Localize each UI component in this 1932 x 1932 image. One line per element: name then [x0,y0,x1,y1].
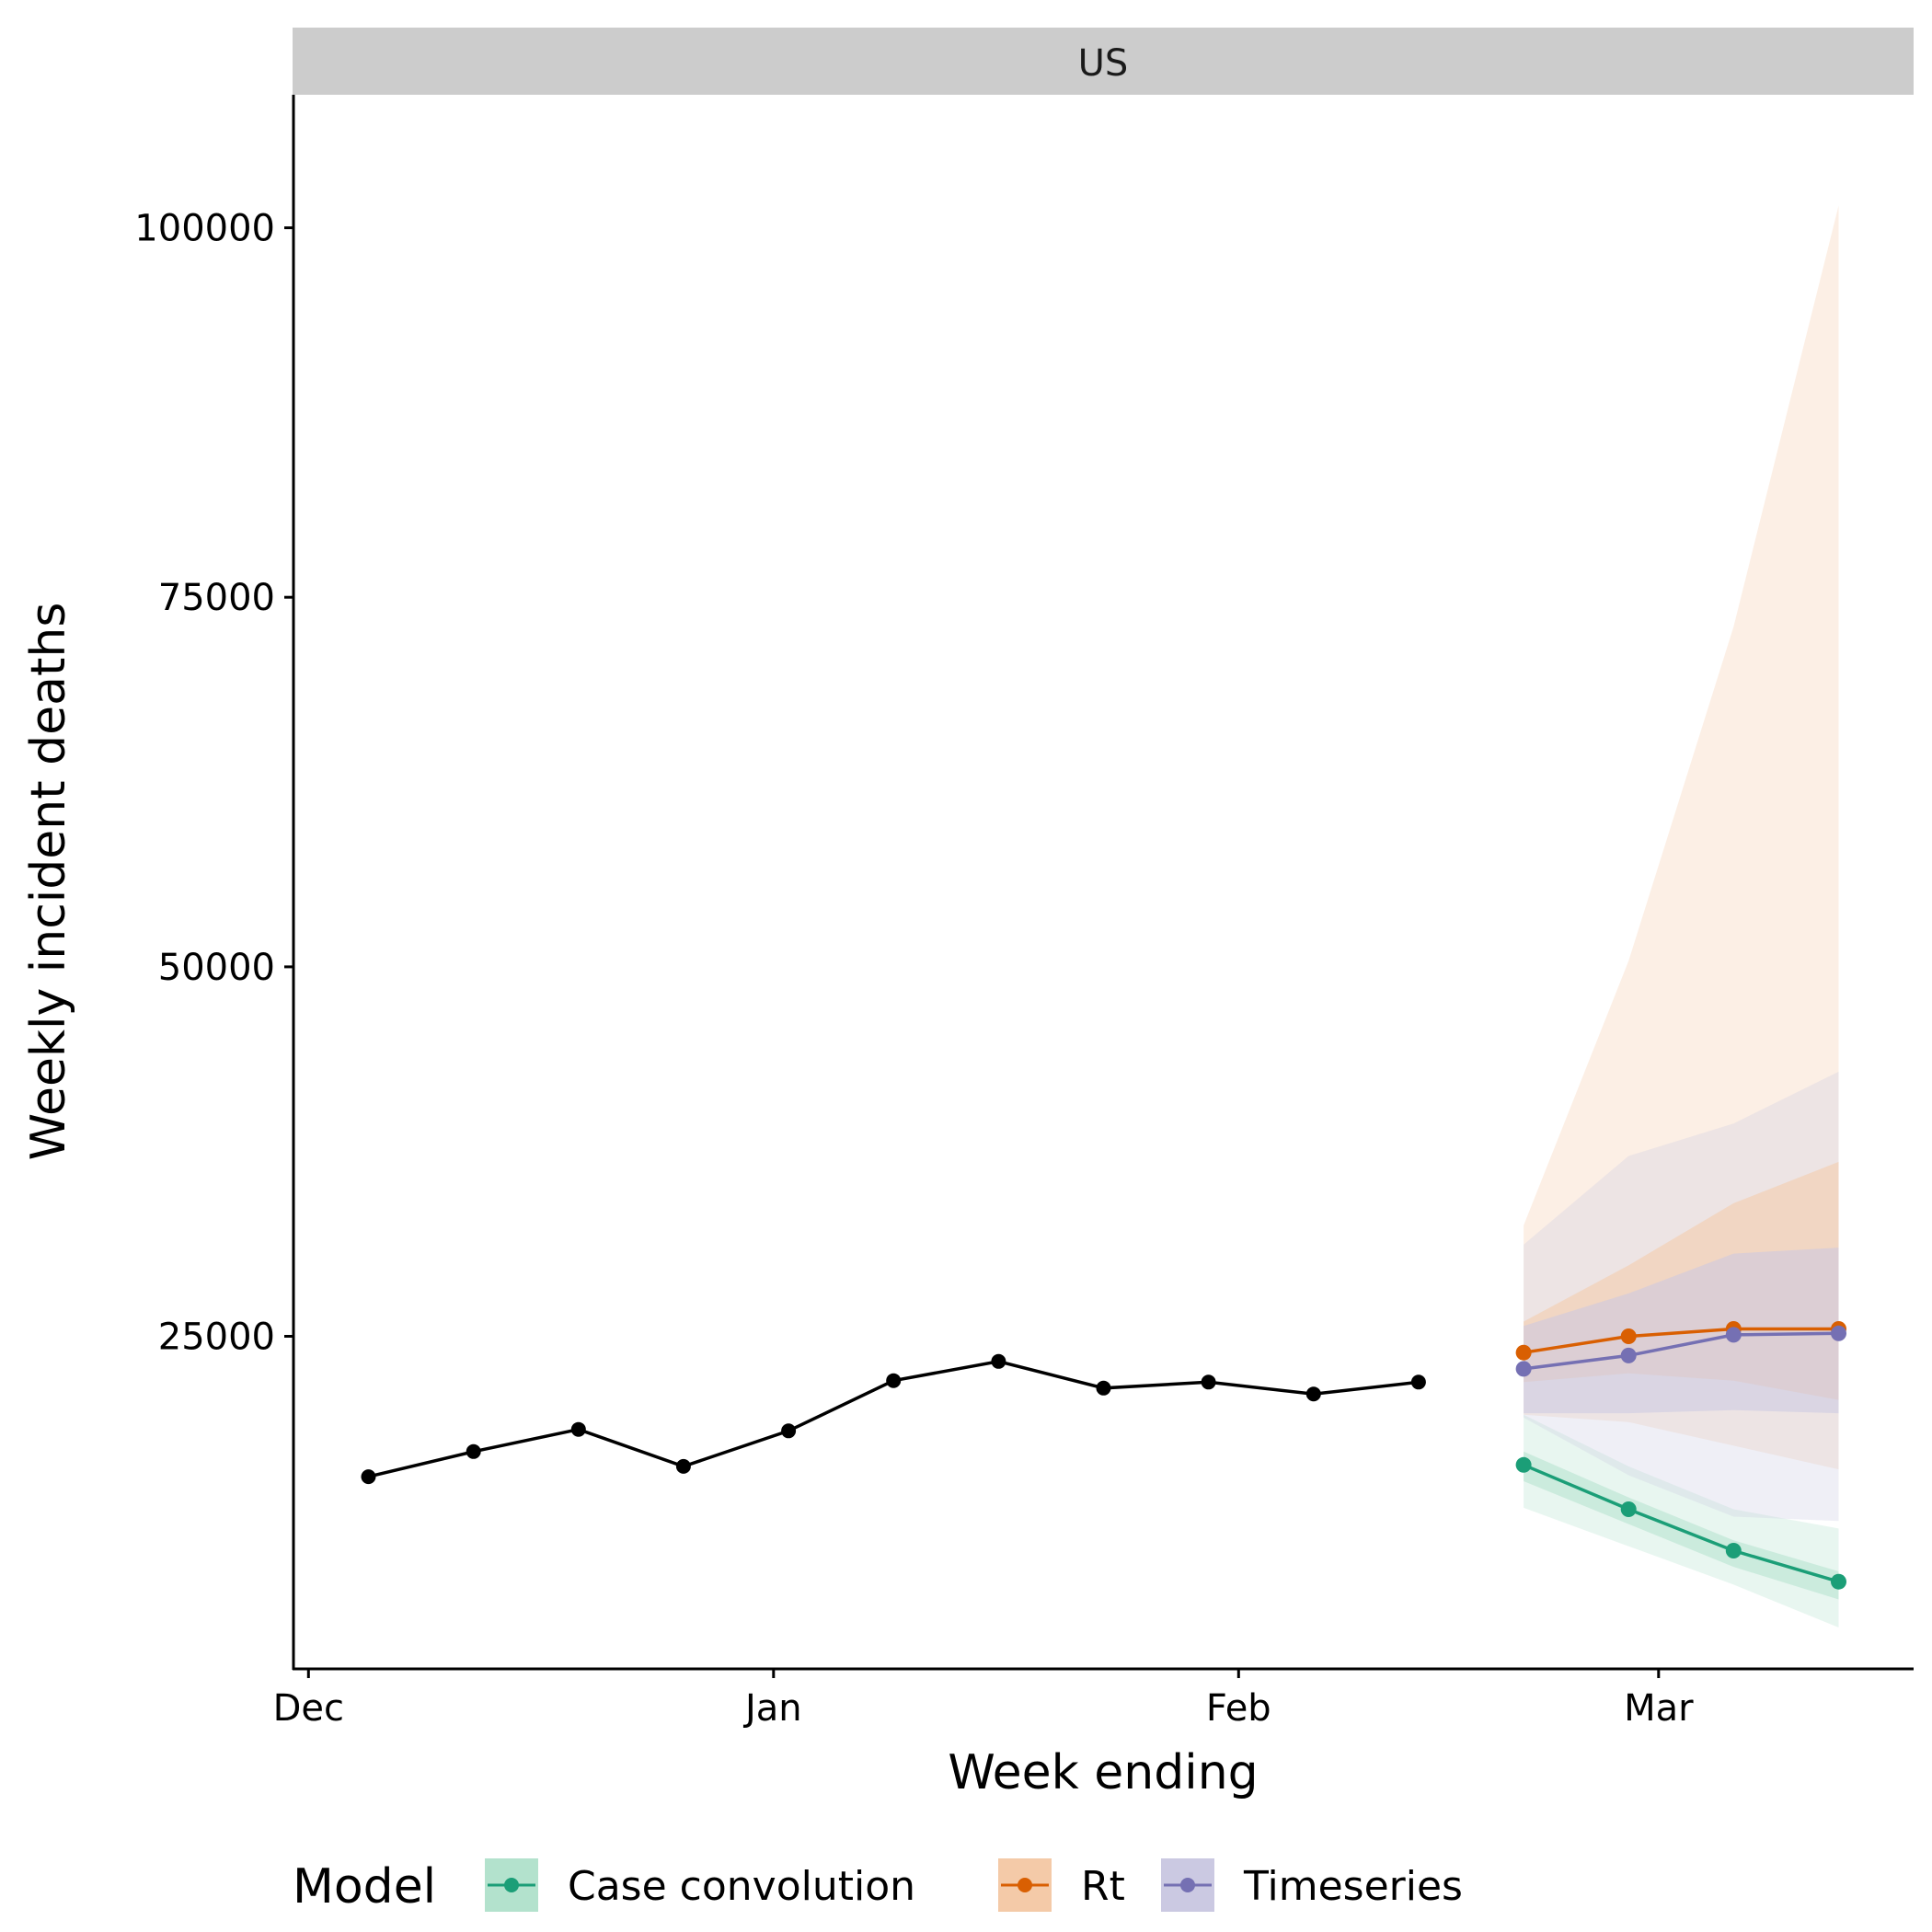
x-tick-label: Jan [742,1687,802,1730]
inner-band-case-convolution [1524,1451,1839,1600]
series-points [361,1321,1846,1590]
legend-label-timeseries: Timeseries [1243,1863,1463,1910]
observed-point [781,1423,797,1439]
median-point-timeseries [1725,1327,1742,1343]
observed-point [1096,1380,1111,1396]
y-axis-title: Weekly incident deaths [21,603,76,1161]
observed-point [1305,1386,1321,1402]
legend-key-point [1180,1878,1195,1892]
inner-band-timeseries [1524,1248,1839,1414]
y-tick-label: 75000 [158,577,275,619]
panel-title: US [1078,42,1129,85]
legend-item-timeseries: Timeseries [1161,1858,1463,1912]
x-tick-label: Dec [273,1687,344,1730]
y-tick-label: 25000 [158,1317,275,1359]
observed-point [991,1353,1006,1369]
x-axis-ticks: Dec Jan Feb Mar [273,1669,1694,1730]
legend-label-rt: Rt [1081,1863,1125,1910]
median-point-timeseries [1831,1325,1846,1341]
observed-point [570,1421,586,1437]
median-point-case-convolution [1620,1501,1637,1517]
observed-point [361,1469,376,1485]
x-axis-title: Week ending [948,1745,1258,1800]
legend-key-point [504,1878,519,1892]
legend-item-case-convolution: Case convolution [485,1858,915,1912]
median-point-rt [1620,1328,1637,1344]
median-line-case-convolution [1523,1463,1839,1583]
legend-key-point [1018,1878,1032,1892]
outer-interval-bands [1524,205,1839,1627]
observed-point [466,1443,481,1459]
outer-band-rt [1524,205,1839,1470]
legend-item-rt: Rt [998,1858,1125,1912]
panel-strip [293,28,1914,95]
x-tick-label: Feb [1206,1687,1271,1730]
median-line-rt [1523,1327,1839,1354]
median-point-case-convolution [1831,1573,1846,1590]
observed-point [1201,1374,1216,1390]
median-point-rt [1515,1344,1532,1361]
legend: Model Case convolution Rt Timeseries [293,1858,1463,1915]
median-point-case-convolution [1515,1456,1532,1473]
legend-title: Model [293,1859,436,1915]
observed-point [1410,1374,1426,1390]
y-axis-ticks: 25000 50000 75000 100000 [134,208,293,1359]
y-tick-label: 50000 [158,947,275,989]
observed-point [886,1373,902,1388]
y-tick-label: 100000 [134,208,275,250]
observed-point [675,1458,691,1474]
legend-label-case-convolution: Case convolution [568,1863,915,1910]
x-tick-label: Mar [1624,1687,1694,1730]
median-point-timeseries [1515,1361,1532,1377]
median-point-case-convolution [1725,1543,1742,1558]
median-line-timeseries [1523,1331,1839,1371]
median-point-timeseries [1620,1347,1637,1363]
